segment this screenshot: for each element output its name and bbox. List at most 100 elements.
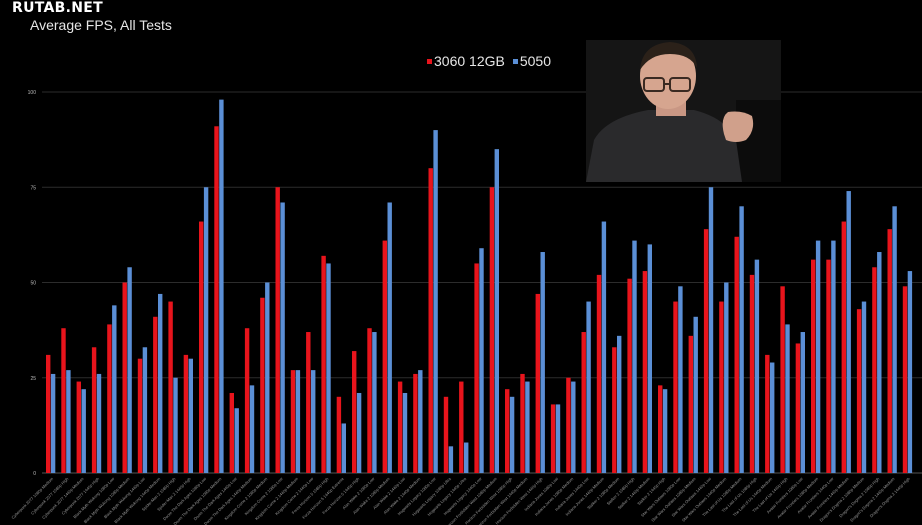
- bar-3060: [214, 126, 219, 473]
- bar-3060: [795, 343, 801, 473]
- bar-5050: [861, 301, 867, 473]
- bar-5050: [494, 149, 499, 473]
- chart-bars: [46, 99, 913, 474]
- legend-label-5050: 5050: [519, 53, 551, 69]
- bar-3060: [336, 396, 342, 473]
- bar-5050: [433, 130, 438, 473]
- bar-5050: [387, 202, 392, 474]
- bar-5050: [632, 240, 637, 473]
- bar-3060: [734, 236, 739, 473]
- bar-5050: [203, 187, 209, 473]
- bar-3060: [382, 240, 387, 473]
- bar-3060: [489, 187, 495, 473]
- bar-3060: [76, 381, 81, 473]
- bar-3060: [688, 335, 693, 473]
- bar-3060: [397, 381, 403, 473]
- bar-5050: [234, 408, 239, 473]
- legend-item-5050: 5050: [512, 53, 551, 69]
- bar-3060: [765, 354, 770, 473]
- bar-3060: [443, 396, 449, 473]
- bar-5050: [464, 442, 469, 473]
- bar-3060: [658, 385, 663, 473]
- bar-3060: [811, 259, 816, 473]
- bar-5050: [219, 99, 224, 474]
- bar-5050: [754, 259, 760, 473]
- bar-5050: [815, 240, 821, 473]
- bar-3060: [244, 328, 250, 473]
- legend-swatch-5050: [512, 58, 518, 64]
- bar-5050: [188, 358, 193, 473]
- y-tick-label: 75: [30, 185, 36, 191]
- bar-3060: [703, 229, 709, 473]
- bar-5050: [647, 244, 652, 473]
- bar-3060: [275, 187, 280, 473]
- bar-3060: [107, 324, 112, 473]
- bar-5050: [662, 389, 668, 473]
- bar-3060: [290, 370, 296, 473]
- bar-5050: [356, 392, 362, 473]
- bar-5050: [601, 221, 607, 473]
- bar-3060: [841, 221, 846, 473]
- bar-5050: [127, 267, 132, 473]
- bar-5050: [708, 187, 714, 473]
- y-tick-label: 50: [30, 281, 36, 287]
- bar-3060: [780, 286, 785, 473]
- bar-5050: [617, 335, 622, 473]
- bar-3060: [183, 354, 189, 473]
- bar-3060: [46, 354, 51, 473]
- bar-5050: [877, 252, 882, 473]
- bar-3060: [260, 297, 265, 473]
- bar-3060: [856, 309, 862, 473]
- bar-5050: [800, 332, 805, 473]
- bar-5050: [295, 370, 301, 473]
- bar-3060: [459, 381, 464, 473]
- bar-5050: [50, 373, 56, 473]
- bar-3060: [566, 377, 571, 473]
- bar-3060: [229, 392, 234, 473]
- bar-5050: [280, 202, 285, 474]
- bar-3060: [367, 328, 372, 473]
- bar-3060: [596, 274, 602, 473]
- bar-5050: [540, 252, 545, 473]
- bar-5050: [831, 240, 836, 473]
- presenter-webcam-overlay: [586, 40, 781, 182]
- bar-3060: [122, 282, 127, 473]
- bar-5050: [785, 324, 790, 473]
- bar-5050: [341, 423, 346, 473]
- bar-5050: [739, 206, 744, 474]
- bar-3060: [199, 221, 204, 473]
- bar-5050: [402, 392, 408, 473]
- bar-5050: [770, 362, 775, 473]
- bar-5050: [418, 370, 423, 473]
- y-tick-label: 0: [33, 471, 36, 477]
- bar-5050: [311, 370, 316, 473]
- bar-3060: [872, 267, 877, 473]
- bar-3060: [642, 271, 648, 473]
- bar-5050: [173, 377, 178, 473]
- bar-5050: [571, 381, 576, 473]
- bar-5050: [142, 347, 148, 473]
- bar-5050: [112, 305, 117, 473]
- chart-legend: 3060 12GB 5050: [427, 53, 551, 69]
- bar-3060: [306, 332, 311, 473]
- bar-3060: [321, 255, 326, 473]
- bar-5050: [158, 293, 163, 473]
- bar-3060: [673, 301, 678, 473]
- bar-3060: [168, 301, 173, 473]
- bar-3060: [413, 373, 418, 473]
- bar-3060: [153, 316, 158, 473]
- bar-3060: [352, 351, 357, 473]
- bar-5050: [96, 373, 102, 473]
- bar-5050: [724, 282, 729, 473]
- y-tick-label: 100: [28, 90, 37, 96]
- bar-3060: [887, 229, 892, 473]
- presenter-image: [586, 40, 781, 182]
- bar-3060: [474, 263, 479, 473]
- bar-3060: [826, 259, 831, 473]
- bar-5050: [678, 286, 683, 473]
- legend-item-3060: 3060 12GB: [427, 53, 505, 69]
- bar-3060: [520, 373, 525, 473]
- bar-3060: [581, 332, 586, 473]
- bar-5050: [846, 191, 851, 473]
